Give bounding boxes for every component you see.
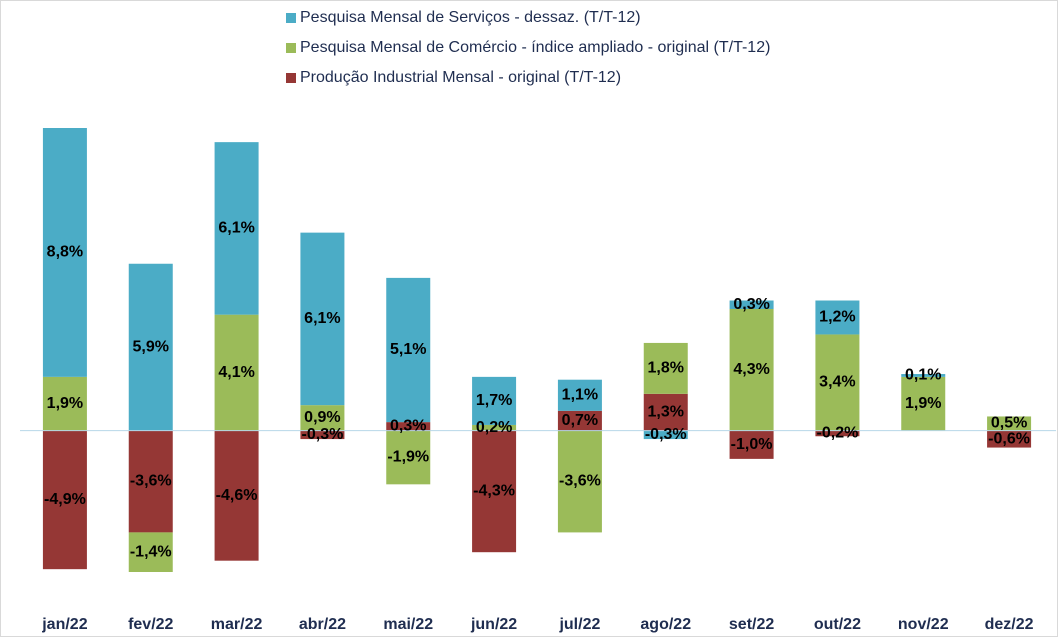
legend-label: Pesquisa Mensal de Comércio - índice amp… [300,39,770,56]
data-label: 5,9% [133,338,169,355]
data-label: -3,6% [130,473,172,490]
bar-segment [815,334,860,431]
bar-segment [729,430,774,459]
x-tick-label: fev/22 [128,616,173,633]
data-label: 1,9% [47,395,83,412]
data-label: -1,4% [130,543,172,560]
data-label: 0,9% [304,409,340,426]
x-tick-label: jul/22 [558,616,600,633]
bar-segment [643,342,688,394]
x-tick-label: mar/22 [211,616,263,633]
data-label: -0,3% [302,426,344,443]
bar-segment [300,232,345,406]
bar-segment [729,308,774,431]
bar-segment [386,277,431,423]
bar-segment [128,532,173,572]
bar-segment [300,405,345,431]
x-tick-label: nov/22 [898,616,949,633]
bar-segment [42,430,87,570]
bar-segment [214,430,259,561]
bar-segment [901,376,946,431]
x-tick-label: abr/22 [299,616,346,633]
bar-segment [557,430,602,533]
bar-segment [386,430,431,485]
data-label: -0,2% [817,425,859,442]
data-label: 5,1% [390,341,426,358]
data-label: 0,7% [562,412,598,429]
bar-segment [901,374,946,377]
x-tick-label: mai/22 [383,616,433,633]
x-tick-label: out/22 [814,616,861,633]
data-label: -4,3% [473,483,515,500]
bar-segment [987,416,1032,431]
bar-segment [557,379,602,411]
bar-segment [557,410,602,431]
data-label: 0,3% [733,296,769,313]
data-label: 6,1% [218,220,254,237]
data-label: 8,8% [47,244,83,261]
data-label: 4,3% [733,361,769,378]
bar-segment [472,376,517,425]
data-label: 0,1% [905,367,941,384]
bar-segment [472,424,517,431]
x-tick-label: jun/22 [470,616,517,633]
data-label: -4,9% [44,491,86,508]
bar-segment [729,300,774,309]
data-label: -0,6% [988,430,1030,447]
data-label: -1,0% [731,436,773,453]
bar-segment [128,430,173,533]
bar-segment [214,142,259,315]
data-label: 1,7% [476,392,512,409]
data-label: 0,3% [390,418,426,435]
data-label: 1,3% [648,403,684,420]
data-label: 6,1% [304,310,340,327]
legend-label: Produção Industrial Mensal - original (T… [300,69,621,86]
bar-segment [815,430,860,437]
bar-segment [643,430,688,440]
data-label: 1,1% [562,386,598,403]
bar-segment [42,376,87,431]
x-tick-label: set/22 [729,616,774,633]
data-label: -1,9% [387,449,429,466]
data-label: 0,5% [991,415,1027,432]
data-label: 1,8% [648,360,684,377]
legend-swatch [286,43,296,53]
bar-segment [42,128,87,377]
x-tick-label: dez/22 [985,616,1034,633]
bar-segment [128,263,173,431]
data-label: -4,6% [216,487,258,504]
bar-segment [815,300,860,335]
bar-segment [386,422,431,431]
data-label: 0,2% [476,419,512,436]
legend-swatch [286,73,296,83]
x-tick-label: ago/22 [640,616,691,633]
data-label: 1,2% [819,309,855,326]
legend-label: Pesquisa Mensal de Serviços - dessaz. (T… [300,9,641,26]
data-label: 3,4% [819,374,855,391]
data-label: 1,9% [905,395,941,412]
bar-segment [300,430,345,440]
data-label: 4,1% [218,364,254,381]
x-tick-label: jan/22 [41,616,87,633]
bar-segment [643,393,688,431]
bar-segment [214,314,259,431]
data-label: -0,3% [645,426,687,443]
bar-segment [472,430,517,553]
legend-swatch [286,13,296,23]
bar-segment [987,430,1032,448]
data-label: -3,6% [559,473,601,490]
